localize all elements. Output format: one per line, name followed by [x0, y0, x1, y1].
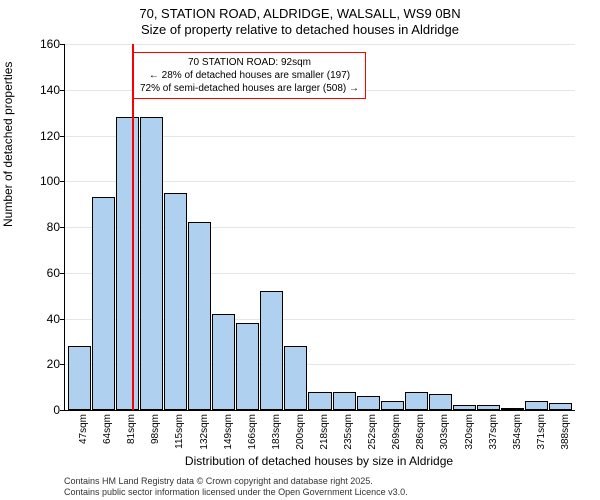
y-tick-label: 20 [4, 357, 60, 371]
y-tick-label: 160 [4, 37, 60, 51]
x-tick-slot: 371sqm [524, 410, 548, 454]
x-tick-label: 286sqm [415, 414, 426, 450]
histogram-bar [333, 392, 356, 410]
histogram-bar [284, 346, 307, 410]
x-tick-label: 200sqm [295, 414, 306, 450]
histogram-bar [357, 396, 380, 410]
annotation-line2: ← 28% of detached houses are smaller (19… [140, 69, 359, 82]
y-tick-label: 80 [4, 220, 60, 234]
x-tick-slot: 252sqm [355, 410, 379, 454]
x-tick-label: 98sqm [150, 414, 161, 444]
x-tick-slot: 320sqm [452, 410, 476, 454]
y-tick-label: 60 [4, 266, 60, 280]
annotation-line1: 70 STATION ROAD: 92sqm [140, 56, 359, 69]
histogram-bar [405, 392, 428, 410]
x-tick-slot: 218sqm [307, 410, 331, 454]
x-tick-slot: 235sqm [331, 410, 355, 454]
x-tick-slot: 354sqm [500, 410, 524, 454]
plot-area: 70 STATION ROAD: 92sqm ← 28% of detached… [64, 44, 575, 411]
chart-title-line2: Size of property relative to detached ho… [0, 22, 600, 38]
x-tick-label: 166sqm [247, 414, 258, 450]
x-tick-slot: 303sqm [427, 410, 451, 454]
x-tick-slot: 269sqm [379, 410, 403, 454]
y-tick-label: 140 [4, 83, 60, 97]
x-tick-label: 115sqm [174, 414, 185, 449]
x-tick-label: 337sqm [488, 414, 499, 450]
x-tick-label: 81sqm [126, 414, 137, 444]
x-tick-label: 371sqm [536, 414, 547, 450]
annotation-box: 70 STATION ROAD: 92sqm ← 28% of detached… [133, 52, 366, 99]
chart-title-line1: 70, STATION ROAD, ALDRIDGE, WALSALL, WS9… [0, 6, 600, 22]
x-tick-slot: 183sqm [259, 410, 283, 454]
x-tick-label: 132sqm [199, 414, 210, 450]
x-tick-slot: 132sqm [186, 410, 210, 454]
x-axis-label: Distribution of detached houses by size … [64, 454, 574, 468]
histogram-bar [164, 193, 187, 410]
footer-line1: Contains HM Land Registry data © Crown c… [64, 476, 408, 487]
histogram-bar [212, 314, 235, 410]
y-tick-label: 0 [4, 403, 60, 417]
x-tick-slot: 98sqm [138, 410, 162, 454]
y-tick-label: 40 [4, 312, 60, 326]
histogram-bar [68, 346, 91, 410]
x-tick-label: 252sqm [367, 414, 378, 450]
x-tick-slot: 149sqm [211, 410, 235, 454]
x-tick-slot: 286sqm [403, 410, 427, 454]
x-tick-label: 218sqm [319, 414, 330, 450]
x-tick-slot: 337sqm [476, 410, 500, 454]
x-tick-label: 388sqm [560, 414, 571, 450]
histogram-bar [429, 394, 452, 410]
histogram-bar [92, 197, 115, 410]
histogram-bar [525, 401, 548, 410]
x-tick-slot: 81sqm [114, 410, 138, 454]
y-tick-label: 100 [4, 174, 60, 188]
histogram-bar [188, 222, 211, 410]
x-tick-label: 47sqm [78, 414, 89, 444]
histogram-bar [236, 323, 259, 410]
histogram-bar [549, 403, 572, 410]
histogram-bar [308, 392, 331, 410]
x-tick-slot: 388sqm [548, 410, 572, 454]
annotation-line3: 72% of semi-detached houses are larger (… [140, 82, 359, 95]
chart-container: 70, STATION ROAD, ALDRIDGE, WALSALL, WS9… [0, 0, 600, 500]
histogram-bar [260, 291, 283, 410]
x-tick-slot: 47sqm [66, 410, 90, 454]
x-tick-slot: 64sqm [90, 410, 114, 454]
histogram-bar [381, 401, 404, 410]
x-axis-ticks: 47sqm 64sqm 81sqm 98sqm 115sqm 132sqm 149sqm 16… [64, 410, 574, 454]
footer-line2: Contains public sector information licen… [64, 487, 408, 498]
chart-title-block: 70, STATION ROAD, ALDRIDGE, WALSALL, WS9… [0, 6, 600, 38]
x-tick-slot: 200sqm [283, 410, 307, 454]
x-tick-label: 149sqm [223, 414, 234, 450]
x-tick-slot: 115sqm [162, 410, 186, 454]
x-tick-label: 269sqm [391, 414, 402, 450]
x-tick-slot: 166sqm [235, 410, 259, 454]
histogram-bar [140, 117, 163, 410]
x-tick-label: 354sqm [512, 414, 523, 450]
x-tick-label: 64sqm [102, 414, 113, 444]
x-tick-label: 235sqm [343, 414, 354, 450]
x-tick-label: 183sqm [271, 414, 282, 450]
histogram-bar [116, 117, 139, 410]
x-tick-label: 303sqm [439, 414, 450, 450]
footer-attribution: Contains HM Land Registry data © Crown c… [64, 476, 408, 498]
y-tick-label: 120 [4, 129, 60, 143]
x-tick-label: 320sqm [464, 414, 475, 450]
